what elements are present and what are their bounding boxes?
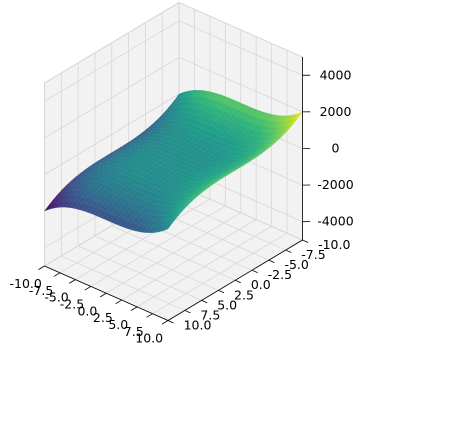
x-tick-mark <box>162 321 168 325</box>
y-tick-mark <box>202 300 208 302</box>
y-tick-mark <box>269 260 275 262</box>
y-tick-label: 10.0 <box>184 317 212 332</box>
y-tick-mark <box>286 250 292 252</box>
x-tick-mark <box>100 293 106 297</box>
y-tick-label: -2.5 <box>268 267 292 282</box>
z-tick-label: -4000 <box>317 214 353 229</box>
x-tick-mark <box>38 266 44 270</box>
z-tick-label: 4000 <box>320 67 352 82</box>
x-tick-mark <box>116 300 122 304</box>
z-tick-label: -2000 <box>317 177 353 192</box>
y-tick-mark <box>168 321 174 323</box>
y-tick-mark <box>235 280 241 282</box>
y-tick-mark <box>252 270 258 272</box>
z-tick-label: 2000 <box>320 104 352 119</box>
x-tick-mark <box>69 280 75 284</box>
y-tick-mark <box>218 290 224 292</box>
x-tick-label: 10.0 <box>135 331 163 346</box>
z-tick-label: 0 <box>332 141 340 156</box>
x-tick-mark <box>147 314 153 318</box>
x-tick-mark <box>131 307 137 311</box>
x-tick-mark <box>54 273 60 277</box>
x-tick-mark <box>85 286 91 290</box>
y-tick-mark <box>185 310 191 312</box>
y-tick-mark <box>303 240 309 242</box>
